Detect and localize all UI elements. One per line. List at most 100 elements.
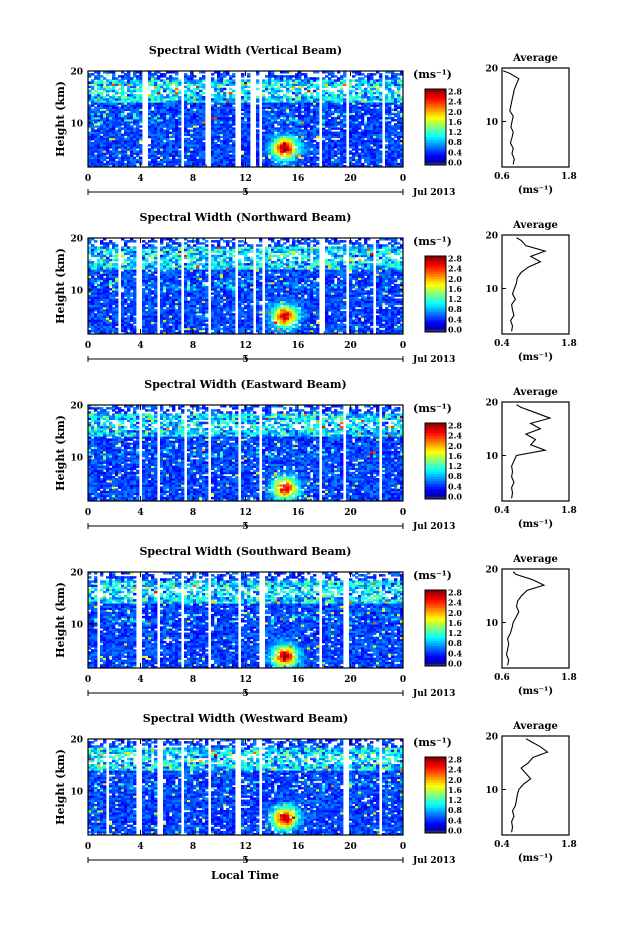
heatmap-cell: [172, 240, 176, 243]
heatmap-cell: [352, 85, 356, 89]
heatmap-cell: [151, 137, 155, 141]
heatmap-cell: [109, 144, 113, 147]
heatmap-cell: [133, 116, 137, 120]
heatmap-cell: [148, 81, 152, 84]
heatmap-cell: [169, 133, 173, 137]
heatmap-cell: [124, 119, 128, 122]
heatmap-cell: [100, 144, 104, 147]
heatmap-cell: [223, 152, 227, 155]
heatmap-cell: [268, 158, 272, 162]
colorbar-tick-label: 0.8: [448, 137, 462, 147]
heatmap-cell: [106, 131, 110, 135]
heatmap-cell: [214, 79, 218, 82]
heatmap-cell: [214, 100, 218, 103]
heatmap-cell: [103, 123, 107, 126]
heatmap-cell: [280, 75, 284, 78]
heatmap-cell: [91, 79, 95, 82]
heatmap-cell: [106, 112, 110, 116]
heatmap-cell: [139, 116, 143, 120]
heatmap-cell: [223, 146, 227, 149]
heatmap-cell: [115, 135, 119, 139]
heatmap-cell: [190, 81, 194, 84]
heatmap-cell: [157, 135, 161, 139]
heatmap-cell: [187, 77, 191, 80]
heatmap-cell: [244, 139, 248, 143]
heatmap-cell: [175, 144, 179, 147]
heatmap-cell: [124, 150, 128, 153]
heatmap-cell: [193, 133, 197, 137]
heatmap-cell: [157, 160, 161, 164]
heatmap-cell: [97, 137, 101, 141]
heatmap-cell: [154, 139, 158, 143]
heatmap-cell: [298, 158, 302, 162]
heatmap-cell: [349, 150, 353, 153]
heatmap-cell: [178, 116, 182, 120]
heatmap-cell: [139, 158, 143, 162]
heatmap-cell: [154, 162, 158, 166]
heatmap-cell: [217, 164, 221, 168]
heatmap-cell: [211, 106, 215, 109]
heatmap-cell: [184, 254, 188, 258]
heatmap-cell: [94, 131, 98, 135]
heatmap-cell: [226, 121, 230, 124]
heatmap-cell: [100, 141, 104, 145]
heatmap-cell: [139, 146, 143, 149]
heatmap-cell: [121, 108, 125, 112]
heatmap-cell: [265, 83, 269, 87]
heatmap-cell: [151, 152, 155, 155]
heatmap-cell: [268, 141, 272, 145]
heatmap-cell: [190, 154, 194, 157]
heatmap-cell: [244, 93, 248, 97]
heatmap-cell: [139, 150, 143, 153]
heatmap-cell: [124, 154, 128, 157]
heatmap-cell: [262, 116, 266, 120]
heatmap-cell: [130, 246, 134, 249]
heatmap-cell: [241, 144, 245, 147]
heatmap-cell: [196, 85, 200, 89]
heatmap-cell: [187, 148, 191, 151]
heatmap-cell: [118, 79, 122, 82]
heatmap-cell: [112, 104, 116, 107]
heatmap-cell: [199, 135, 203, 139]
heatmap-cell: [142, 244, 146, 247]
heatmap-cell: [184, 148, 188, 151]
heatmap-cell: [88, 137, 92, 141]
heatmap-cell: [262, 102, 266, 105]
heatmap-cell: [112, 306, 116, 310]
heatmap-cell: [166, 133, 170, 137]
heatmap-cell: [112, 100, 116, 103]
heatmap-cell: [214, 102, 218, 105]
heatmap-cell: [196, 127, 200, 130]
heatmap-cell: [133, 137, 137, 141]
heatmap-cell: [88, 148, 92, 151]
heatmap-cell: [115, 141, 119, 145]
heatmap-cell: [226, 114, 230, 118]
colorbar-segment: [425, 101, 446, 105]
heatmap-cell: [241, 87, 245, 91]
heatmap-cell: [223, 81, 227, 84]
heatmap-cell: [169, 296, 173, 299]
heatmap-cell: [118, 102, 122, 105]
heatmap-cell: [178, 108, 182, 112]
heatmap-cell: [283, 75, 287, 78]
heatmap-cell: [268, 123, 272, 126]
panel-1: Spectral Width (Northward Beam)0 4 8 12 16 20…: [54, 211, 577, 365]
heatmap-cell: [286, 96, 290, 99]
heatmap-cell: [211, 81, 215, 84]
heatmap-cell: [229, 98, 233, 101]
heatmap-cell: [265, 102, 269, 105]
heatmap-cell: [241, 106, 245, 109]
heatmap-cell: [373, 79, 377, 82]
heatmap-cell: [133, 141, 137, 145]
heatmap-cell: [196, 110, 200, 114]
heatmap-cell: [289, 96, 293, 99]
heatmap-cell: [121, 87, 125, 91]
heatmap-cell: [244, 89, 248, 93]
heatmap-cell: [190, 79, 194, 82]
heatmap-cell: [91, 129, 95, 132]
heatmap-cell: [124, 121, 128, 124]
heatmap-cell: [94, 240, 98, 243]
heatmap-cell: [199, 116, 203, 120]
heatmap-cell: [136, 104, 140, 107]
heatmap-cell: [91, 141, 95, 145]
